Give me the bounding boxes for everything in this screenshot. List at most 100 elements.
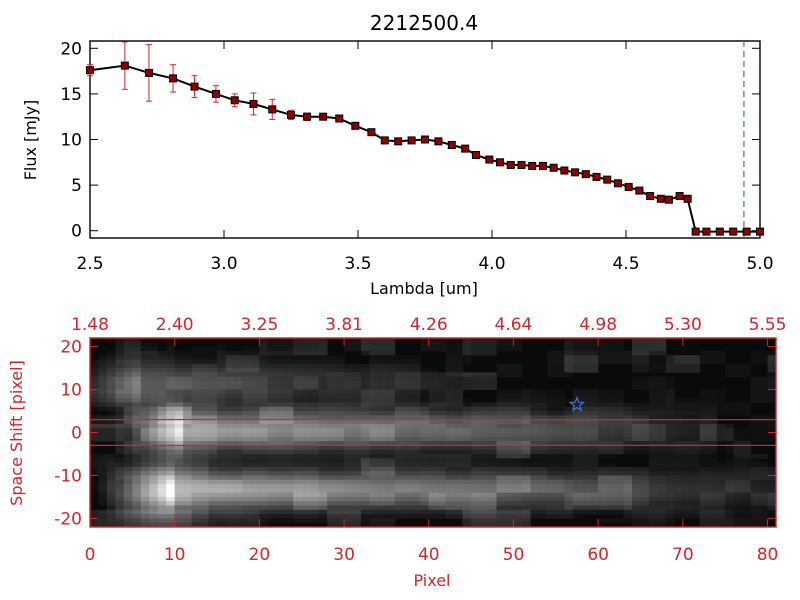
image-pixel (428, 445, 438, 451)
image-pixel (479, 406, 489, 412)
image-pixel (225, 471, 235, 476)
image-pixel (284, 346, 294, 352)
image-pixel (572, 432, 582, 438)
image-pixel (411, 393, 421, 399)
image-pixel (208, 501, 218, 506)
data-point (742, 227, 751, 236)
y-tick-label: 10 (60, 131, 82, 151)
image-pixel (750, 496, 760, 502)
image-pixel (344, 368, 353, 373)
image-pixel (411, 402, 421, 408)
image-pixel (488, 350, 497, 356)
image-pixel (615, 398, 624, 403)
image-pixel (488, 441, 497, 446)
image-pixel (233, 488, 243, 494)
image-pixel (572, 419, 582, 425)
image-pixel (708, 389, 718, 395)
image-pixel (572, 509, 582, 515)
image-pixel (504, 406, 514, 412)
image-pixel (115, 522, 125, 528)
image-pixel (555, 428, 565, 433)
image-pixel (140, 393, 150, 399)
image-pixel (445, 458, 455, 463)
image-pixel (708, 393, 718, 399)
image-pixel (411, 462, 421, 468)
image-pixel (759, 488, 768, 494)
image-pixel (437, 471, 447, 476)
image-pixel (267, 350, 277, 356)
image-pixel (225, 509, 235, 515)
image-pixel (589, 398, 599, 403)
image-pixel (98, 518, 108, 524)
image-pixel (411, 359, 421, 365)
image-pixel (572, 453, 582, 459)
image-pixel (191, 415, 201, 421)
image-pixel (191, 406, 201, 412)
image-pixel (259, 462, 269, 468)
image-pixel (759, 350, 768, 356)
image-pixel (132, 445, 142, 451)
image-pixel (250, 398, 260, 403)
image-pixel (259, 389, 269, 395)
image-pixel (106, 415, 116, 421)
image-pixel (648, 376, 658, 382)
image-pixel (521, 453, 531, 459)
image-pixel (208, 419, 218, 425)
image-pixel (454, 342, 464, 347)
image-pixel (344, 428, 353, 433)
image-pixel (623, 411, 633, 416)
image-pixel (166, 372, 176, 378)
image-pixel (471, 509, 480, 515)
image-pixel (513, 338, 523, 343)
image-pixel (547, 449, 557, 455)
image-pixel (708, 471, 718, 476)
image-pixel (648, 501, 658, 506)
image-pixel (504, 475, 514, 481)
image-pixel (665, 505, 675, 511)
data-point (471, 151, 480, 160)
image-pixel (513, 428, 523, 433)
image-pixel (648, 479, 658, 485)
image-pixel (445, 368, 455, 373)
image-pixel (200, 350, 209, 356)
image-pixel (344, 458, 353, 463)
image-pixel (437, 496, 447, 502)
image-pixel (623, 432, 633, 438)
image-pixel (191, 419, 201, 425)
image-pixel (386, 514, 396, 519)
image-pixel (606, 359, 616, 365)
image-pixel (140, 372, 150, 378)
image-pixel (530, 389, 540, 395)
image-pixel (445, 342, 455, 347)
image-pixel (538, 389, 548, 395)
image-pixel (166, 488, 176, 494)
image-pixel (462, 419, 472, 425)
image-pixel (377, 380, 387, 386)
image-pixel (615, 449, 624, 455)
image-pixel (648, 496, 658, 502)
image-pixel (344, 492, 353, 498)
data-point (319, 112, 328, 121)
image-pixel (318, 514, 328, 519)
image-pixel (437, 484, 447, 489)
image-pixel (344, 462, 353, 468)
image-pixel (572, 415, 582, 421)
image-pixel (496, 518, 506, 524)
image-pixel (284, 402, 294, 408)
image-pixel (504, 509, 514, 515)
image-pixel (428, 514, 438, 519)
image-pixel (759, 355, 768, 360)
image-pixel (632, 488, 641, 494)
image-pixel (691, 475, 701, 481)
image-pixel (327, 514, 337, 519)
image-pixel (301, 380, 311, 386)
image-pixel (767, 372, 777, 378)
image-pixel (132, 449, 142, 455)
image-pixel (191, 402, 201, 408)
image-pixel (437, 411, 447, 416)
image-pixel (411, 423, 421, 429)
image-pixel (123, 466, 133, 472)
image-pixel (115, 479, 125, 485)
image-pixel (369, 411, 379, 416)
image-pixel (623, 428, 633, 433)
